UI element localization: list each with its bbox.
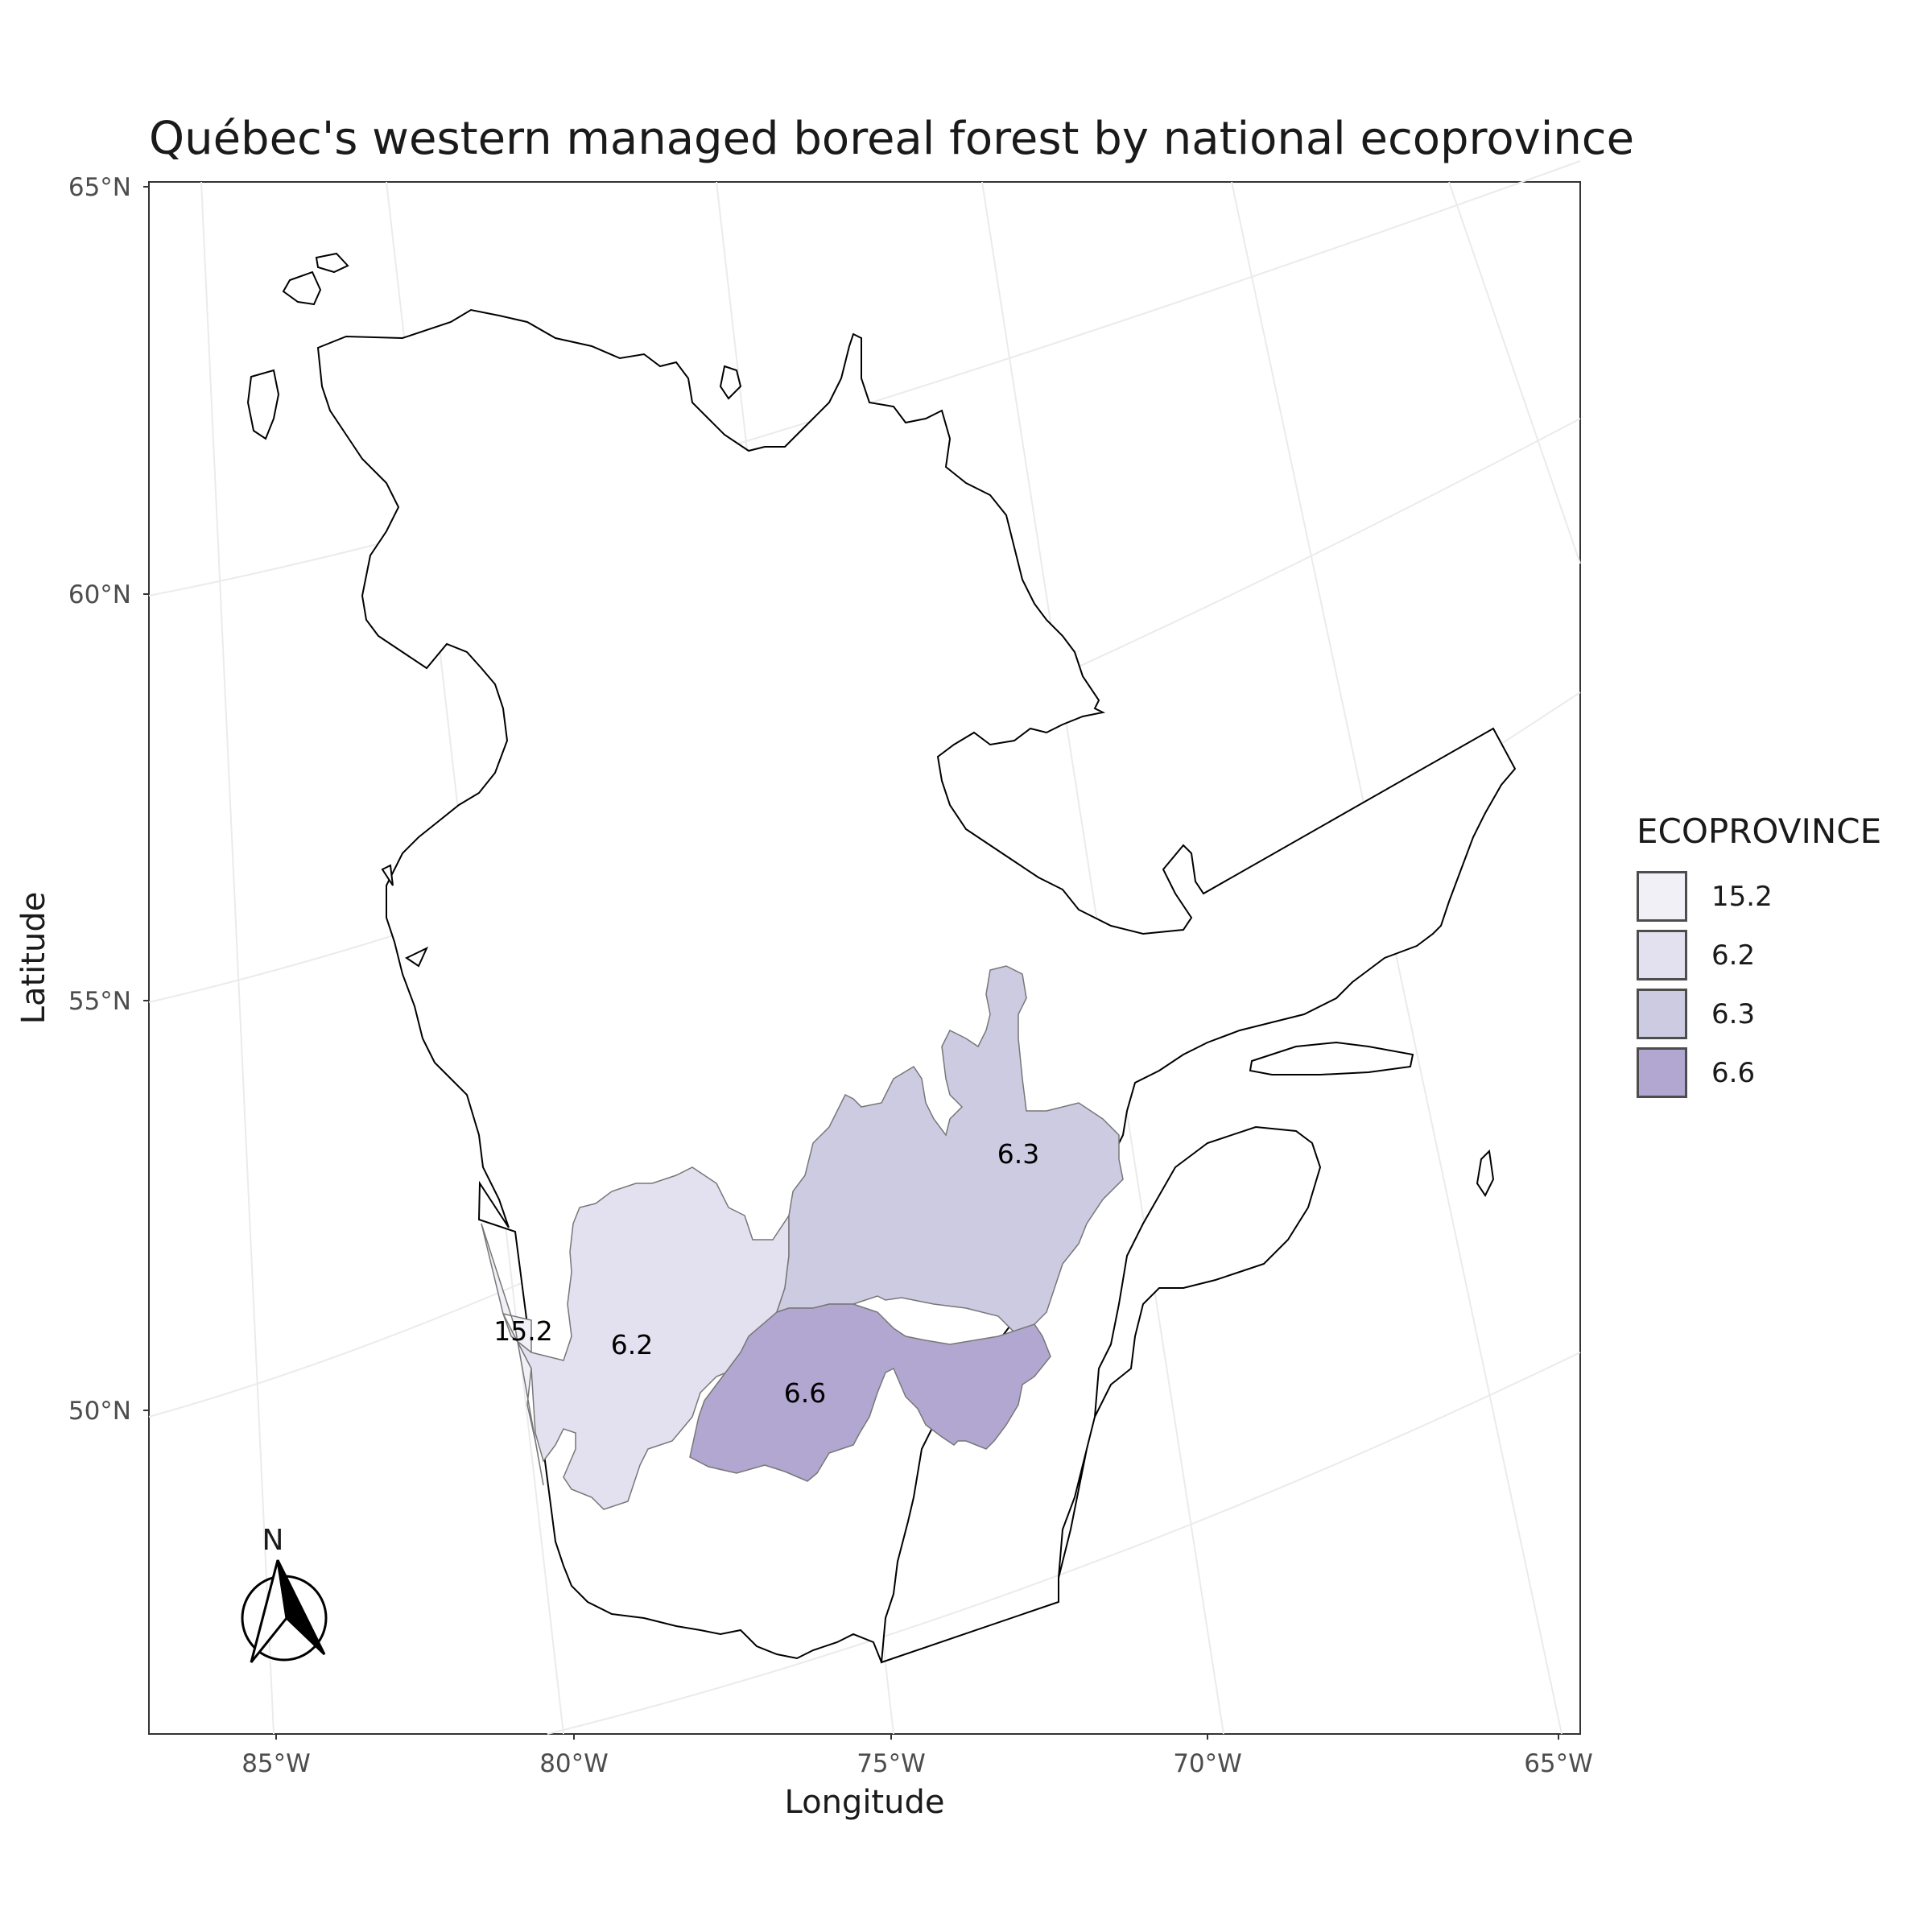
x-tick-70w: 70°W <box>1173 1749 1242 1778</box>
y-tick-60: 60°N <box>68 580 131 609</box>
x-tick-labels: 85°W 80°W 75°W 70°W 65°W <box>242 1749 1593 1778</box>
legend-label-15-2: 15.2 <box>1711 880 1773 913</box>
north-arrow-right-half <box>276 1559 326 1656</box>
legend-key-6-6 <box>1637 1047 1687 1098</box>
region-6-3 <box>775 965 1124 1333</box>
legend-item: 15.2 <box>1637 867 1881 926</box>
ecoprovince-regions <box>481 965 1124 1510</box>
region-label-6-6: 6.6 <box>784 1377 826 1409</box>
region-label-15-2: 15.2 <box>493 1315 552 1347</box>
y-tick-50: 50°N <box>68 1397 131 1426</box>
x-tick-65w: 65°W <box>1524 1749 1593 1778</box>
legend-label-6-3: 6.3 <box>1711 997 1756 1030</box>
x-axis <box>275 1734 1559 1740</box>
legend-key-6-2 <box>1637 930 1687 980</box>
region-label-6-2: 6.2 <box>611 1329 653 1360</box>
y-tick-labels: 65°N 60°N 55°N 50°N <box>68 173 131 1426</box>
x-axis-title: Longitude <box>785 1784 945 1821</box>
legend-key-6-3 <box>1637 989 1687 1039</box>
legend-label-6-6: 6.6 <box>1711 1056 1756 1089</box>
north-arrow: N <box>241 1524 328 1663</box>
region-6-6 <box>689 1303 1051 1482</box>
legend: ECOPROVINCE 15.2 6.2 6.3 6.6 <box>1637 811 1881 1102</box>
x-tick-80w: 80°W <box>539 1749 609 1778</box>
x-tick-75w: 75°W <box>857 1749 926 1778</box>
legend-item: 6.6 <box>1637 1043 1881 1102</box>
y-tick-55: 55°N <box>68 987 131 1016</box>
map-title: Québec's western managed boreal forest b… <box>149 113 1635 165</box>
legend-item: 6.2 <box>1637 926 1881 985</box>
legend-item: 6.3 <box>1637 985 1881 1043</box>
region-labels: 15.2 6.2 6.3 6.6 <box>493 1138 1039 1409</box>
north-arrow-label: N <box>262 1524 284 1557</box>
legend-label-6-2: 6.2 <box>1711 939 1756 972</box>
y-tick-65: 65°N <box>68 173 131 202</box>
y-axis-title: Latitude <box>15 892 52 1025</box>
region-label-6-3: 6.3 <box>997 1138 1039 1170</box>
legend-key-15-2 <box>1637 871 1687 922</box>
y-axis <box>143 186 149 1411</box>
legend-title: ECOPROVINCE <box>1637 811 1882 851</box>
x-tick-85w: 85°W <box>242 1749 311 1778</box>
